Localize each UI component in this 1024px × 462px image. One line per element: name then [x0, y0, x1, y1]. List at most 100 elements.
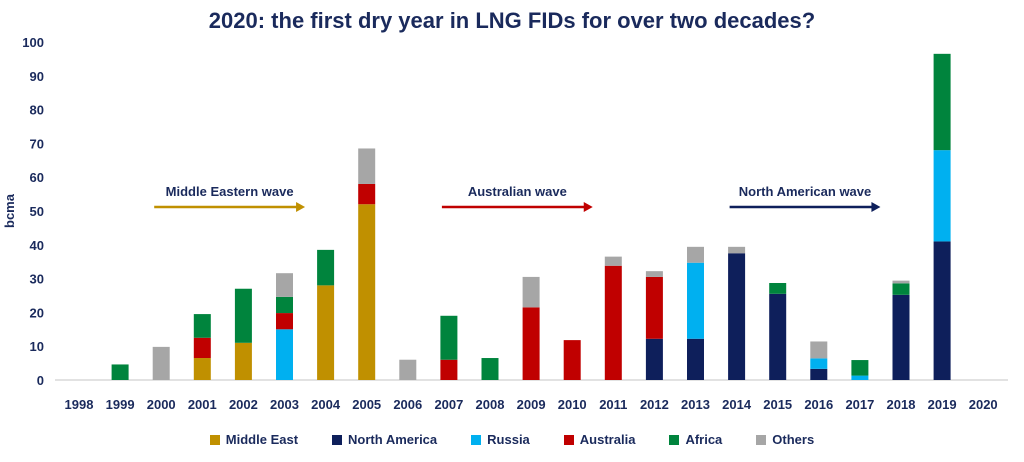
bar-segment-australia [645, 276, 663, 339]
x-tick-label: 2004 [311, 397, 341, 412]
y-tick-label: 10 [30, 339, 44, 354]
legend-swatch [669, 434, 680, 445]
legend-item: Africa [669, 432, 722, 447]
y-tick-label: 60 [30, 170, 44, 185]
y-tick-label: 30 [30, 272, 44, 287]
x-tick-label: 1999 [106, 397, 135, 412]
x-tick-label: 2000 [147, 397, 176, 412]
bar-segment-others [728, 246, 746, 254]
x-tick-label: 1998 [65, 397, 94, 412]
annotation-label: Australian wave [468, 184, 567, 199]
x-tick-label: 2013 [681, 397, 710, 412]
bar-segment-north-america [933, 241, 951, 380]
bar-segment-russia [933, 150, 951, 242]
x-tick-label: 2005 [352, 397, 381, 412]
legend-item: Middle East [209, 432, 298, 447]
bar-segment-north-america [810, 368, 828, 380]
bar-segment-australia [440, 359, 458, 380]
bar-segment-middle-east [193, 358, 211, 380]
x-tick-label: 2020 [969, 397, 998, 412]
bar-segment-others [687, 246, 704, 263]
legend-swatch [563, 434, 574, 445]
bar-segment-russia [687, 262, 704, 339]
annotation-label: Middle Eastern wave [166, 184, 294, 199]
x-tick-label: 2007 [434, 397, 463, 412]
bar-segment-africa [234, 288, 252, 343]
bar-segment-middle-east [317, 285, 335, 380]
bar-segment-africa [276, 296, 293, 314]
arrow-head-icon [871, 202, 881, 212]
bar-segment-australia [193, 337, 211, 359]
legend-label: Africa [685, 432, 723, 447]
bar-segment-others [358, 148, 376, 184]
bar-segment-africa [440, 315, 458, 360]
bar-segment-australia [604, 265, 622, 380]
x-tick-label: 2011 [599, 397, 627, 412]
bar-segment-north-america [645, 338, 663, 380]
legend-item: Others [756, 432, 814, 447]
x-tick-label: 2001 [188, 397, 217, 412]
bar-segment-north-america [769, 293, 787, 380]
bar-segment-others [810, 341, 828, 359]
bar-segment-africa [193, 314, 211, 338]
bar-segment-africa [481, 358, 499, 380]
y-tick-label: 20 [30, 305, 44, 320]
bar-segment-north-america [687, 338, 704, 380]
x-tick-label: 2014 [722, 397, 752, 412]
bar-segment-others [522, 276, 540, 308]
bar-segment-africa [317, 249, 335, 286]
bar-segment-others [152, 346, 170, 380]
annotation-label: North American wave [739, 184, 871, 199]
x-tick-label: 2012 [640, 397, 669, 412]
legend-label: Russia [487, 432, 530, 447]
bar-segment-others [276, 273, 293, 297]
x-tick-label: 2017 [845, 397, 874, 412]
bar-segment-russia [851, 375, 869, 380]
bar-segment-australia [276, 313, 293, 330]
x-tick-label: 2019 [928, 397, 957, 412]
y-tick-label: 100 [22, 35, 44, 50]
arrow-head-icon [296, 202, 306, 212]
legend-item: Australia [563, 432, 636, 447]
bar-segment-africa [769, 282, 787, 294]
legend-label: Australia [579, 432, 636, 447]
y-axis-label: bcma [2, 193, 17, 228]
x-tick-label: 2008 [476, 397, 505, 412]
x-tick-label: 2003 [270, 397, 299, 412]
legend-item: North America [332, 432, 437, 447]
bar-segment-russia [810, 358, 828, 369]
bar-segment-australia [358, 183, 376, 205]
bar-segment-russia [276, 329, 293, 380]
y-tick-label: 40 [30, 238, 44, 253]
legend-item: Russia [471, 432, 530, 447]
y-tick-label: 90 [30, 69, 44, 84]
bar-segment-africa [851, 360, 869, 376]
bar-segment-africa [933, 53, 951, 151]
bar-segment-others [604, 256, 622, 266]
bar-segment-north-america [728, 253, 746, 380]
bar-segment-middle-east [234, 342, 252, 380]
bar-segment-australia [522, 307, 540, 380]
bar-segment-others [399, 359, 417, 380]
y-tick-label: 70 [30, 136, 44, 151]
bar-segment-africa [111, 364, 129, 380]
bar-segment-north-america [892, 294, 910, 380]
legend-label: North America [348, 432, 438, 447]
bar-segment-australia [563, 340, 581, 380]
x-tick-label: 2016 [804, 397, 833, 412]
bar-segment-middle-east [358, 204, 376, 380]
legend-label: Others [772, 432, 815, 447]
x-tick-label: 2002 [229, 397, 258, 412]
bar-segment-others [645, 271, 663, 277]
chart-title: 2020: the first dry year in LNG FIDs for… [208, 8, 816, 33]
legend-swatch [209, 434, 220, 445]
bar-segment-others [892, 280, 910, 284]
legend-swatch [756, 434, 767, 445]
arrow-head-icon [583, 202, 593, 212]
legend-swatch [471, 434, 482, 445]
x-tick-label: 2018 [887, 397, 916, 412]
y-tick-label: 0 [37, 373, 44, 388]
x-tick-label: 2010 [558, 397, 587, 412]
x-tick-label: 2006 [393, 397, 422, 412]
